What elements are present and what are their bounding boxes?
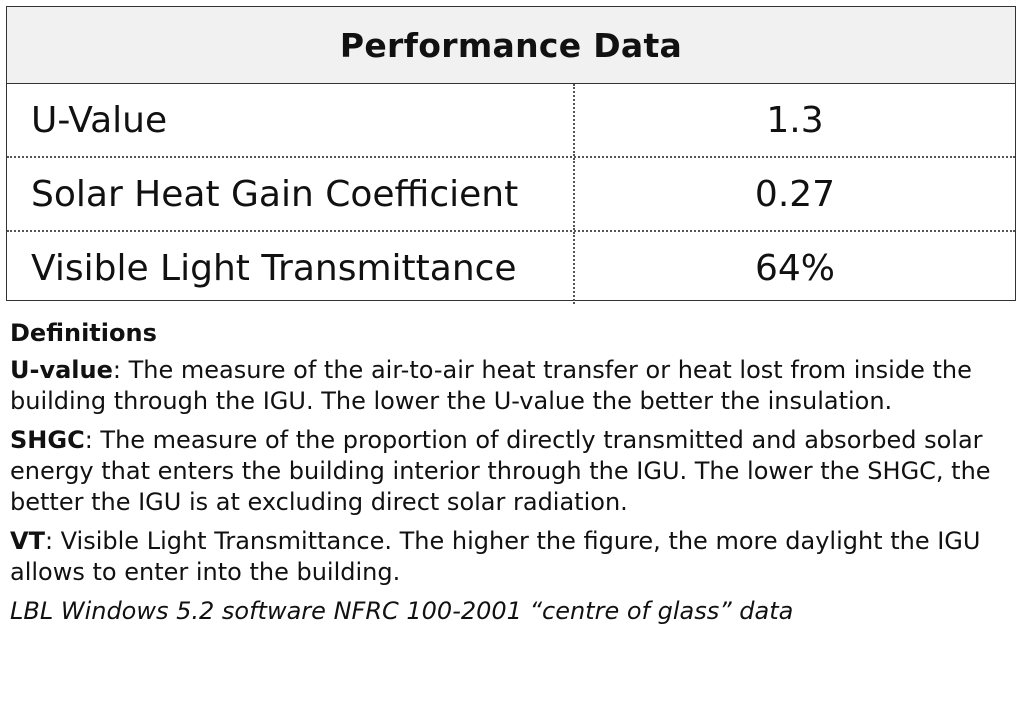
source-note: LBL Windows 5.2 software NFRC 100-2001 “…	[10, 597, 794, 625]
table-header: Performance Data	[7, 7, 1015, 84]
definition-term: U-value	[10, 356, 113, 384]
definition-term: VT	[10, 527, 45, 555]
definitions-title: Definitions	[10, 319, 157, 347]
row-value-u-value: 1.3	[766, 99, 824, 141]
definition-u-value: U-value: The measure of the air-to-air h…	[10, 355, 1015, 417]
table-row: Solar Heat Gain Coefficient 0.27	[7, 156, 1015, 230]
row-value-shgc: 0.27	[754, 173, 836, 215]
definitions-section: Definitions U-value: The measure of the …	[10, 318, 1015, 627]
row-label-vlt: Visible Light Transmittance	[7, 232, 575, 304]
row-label-u-value: U-Value	[7, 84, 575, 156]
definition-text: : Visible Light Transmittance. The highe…	[10, 527, 981, 586]
performance-table: Performance Data U-Value 1.3 Solar Heat …	[6, 6, 1016, 304]
definition-term: SHGC	[10, 426, 85, 454]
row-value-vlt: 64%	[754, 247, 835, 289]
row-label-shgc: Solar Heat Gain Coefficient	[7, 158, 575, 230]
definition-text: : The measure of the air-to-air heat tra…	[10, 356, 972, 415]
definition-vt: VT: Visible Light Transmittance. The hig…	[10, 526, 1015, 588]
table-row: Visible Light Transmittance 64%	[7, 230, 1015, 304]
definition-shgc: SHGC: The measure of the proportion of d…	[10, 425, 1015, 518]
definition-text: : The measure of the proportion of direc…	[10, 426, 991, 516]
table-row: U-Value 1.3	[7, 84, 1015, 156]
